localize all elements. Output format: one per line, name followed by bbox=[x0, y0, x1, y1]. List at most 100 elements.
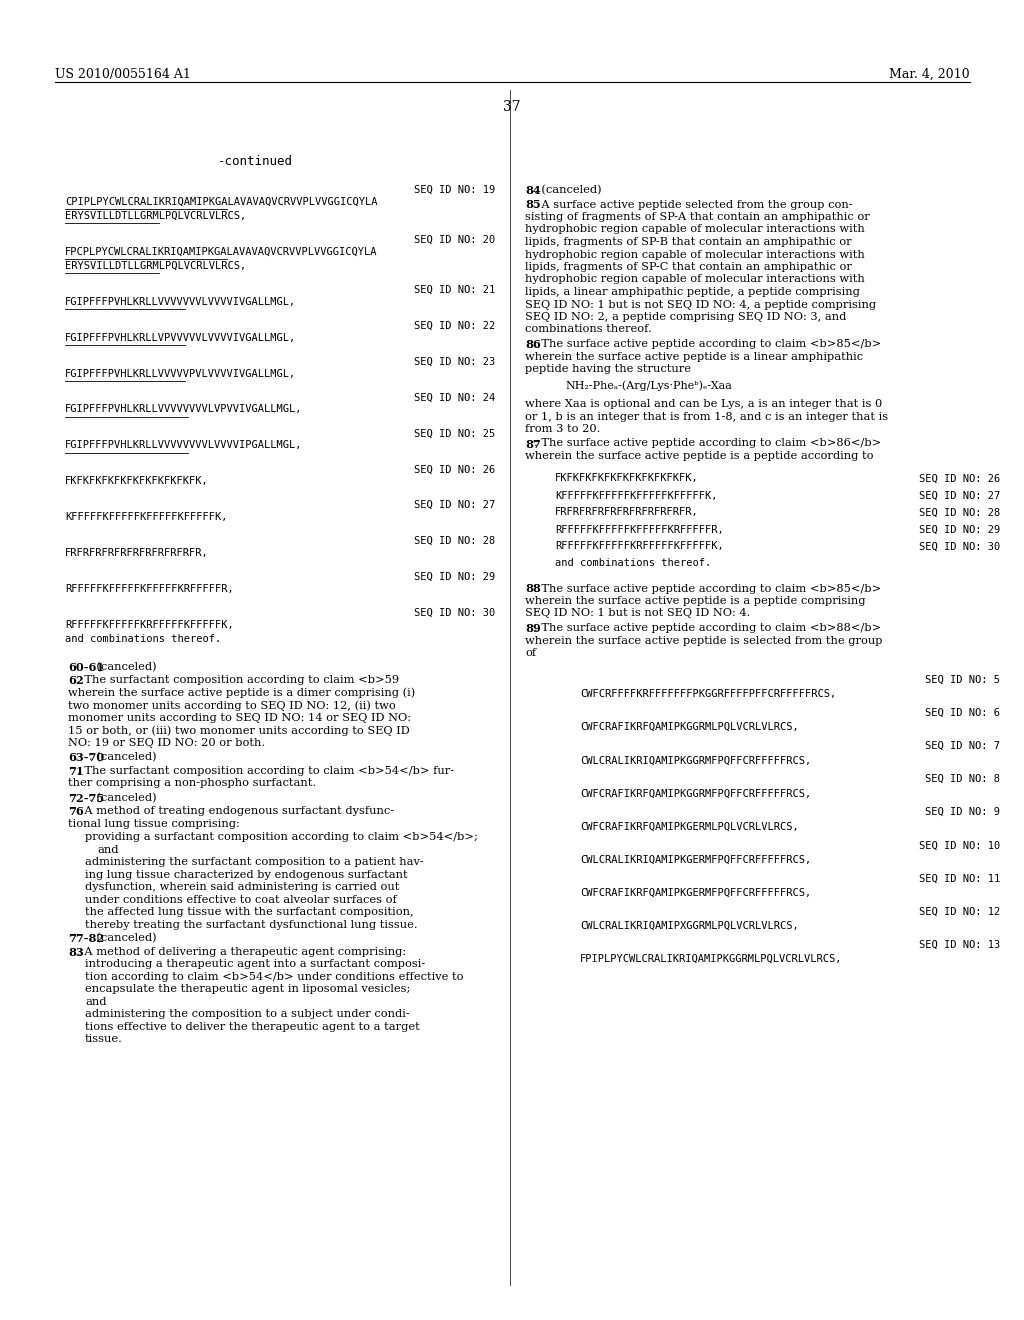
Text: 15 or both, or (iii) two monomer units according to SEQ ID: 15 or both, or (iii) two monomer units a… bbox=[68, 725, 410, 735]
Text: where Xaa is optional and can be Lys, a is an integer that is 0: where Xaa is optional and can be Lys, a … bbox=[525, 399, 883, 409]
Text: SEQ ID NO: 27: SEQ ID NO: 27 bbox=[919, 491, 1000, 500]
Text: 83: 83 bbox=[68, 946, 84, 958]
Text: RFFFFFKFFFFFKRFFFFFKFFFFFK,: RFFFFFKFFFFFKRFFFFFKFFFFFK, bbox=[65, 620, 233, 630]
Text: SEQ ID NO: 20: SEQ ID NO: 20 bbox=[414, 235, 495, 246]
Text: SEQ ID NO: 24: SEQ ID NO: 24 bbox=[414, 392, 495, 403]
Text: NO: 19 or SEQ ID NO: 20 or both.: NO: 19 or SEQ ID NO: 20 or both. bbox=[68, 738, 265, 748]
Text: . (canceled): . (canceled) bbox=[89, 933, 157, 944]
Text: FGIPFFFPVHLKRLLVVVVVVVVLVPVVIVGALLMGL,: FGIPFFFPVHLKRLLVVVVVVVVLVPVVIVGALLMGL, bbox=[65, 404, 302, 414]
Text: CPIPLPYCWLCRALIKRIQAMIPKGALAVAVAQVCRVVPLVVGGICQYLA: CPIPLPYCWLCRALIKRIQAMIPKGALAVAVAQVCRVVPL… bbox=[65, 197, 378, 207]
Text: ing lung tissue characterized by endogenous surfactant: ing lung tissue characterized by endogen… bbox=[85, 870, 408, 880]
Text: SEQ ID NO: 26: SEQ ID NO: 26 bbox=[414, 465, 495, 474]
Text: CWFCRAFIKRFQAMIPKGERMLPQLVCRLVLRCS,: CWFCRAFIKRFQAMIPKGERMLPQLVCRLVLRCS, bbox=[580, 821, 799, 832]
Text: 71: 71 bbox=[68, 766, 84, 776]
Text: lipids, a linear amphipathic peptide, a peptide comprising: lipids, a linear amphipathic peptide, a … bbox=[525, 286, 860, 297]
Text: FGIPFFFPVHLKRLLVVVVVVVLVVVVIVGALLMGL,: FGIPFFFPVHLKRLLVVVVVVVLVVVVIVGALLMGL, bbox=[65, 297, 296, 306]
Text: the affected lung tissue with the surfactant composition,: the affected lung tissue with the surfac… bbox=[85, 907, 414, 917]
Text: . (canceled): . (canceled) bbox=[89, 752, 157, 763]
Text: SEQ ID NO: 8: SEQ ID NO: 8 bbox=[925, 774, 1000, 784]
Text: . (canceled): . (canceled) bbox=[89, 661, 157, 672]
Text: tissue.: tissue. bbox=[85, 1035, 123, 1044]
Text: 72-75: 72-75 bbox=[68, 793, 104, 804]
Text: CWFCRAFIKRFQAMIPKGGRMFPQFFCRFFFFFRCS,: CWFCRAFIKRFQAMIPKGGRMFPQFFCRFFFFFRCS, bbox=[580, 788, 811, 799]
Text: . The surface active peptide according to claim <b>88</b>: . The surface active peptide according t… bbox=[534, 623, 881, 634]
Text: tions effective to deliver the therapeutic agent to a target: tions effective to deliver the therapeut… bbox=[85, 1022, 420, 1032]
Text: . (canceled): . (canceled) bbox=[89, 793, 157, 803]
Text: SEQ ID NO: 28: SEQ ID NO: 28 bbox=[919, 507, 1000, 517]
Text: CWLCRALIKRIQAMIPKGGRMFPQFFCRFFFFFRCS,: CWLCRALIKRIQAMIPKGGRMFPQFFCRFFFFFRCS, bbox=[580, 755, 811, 766]
Text: 63-70: 63-70 bbox=[68, 752, 104, 763]
Text: RFFFFFKFFFFFKFFFFFKRFFFFFR,: RFFFFFKFFFFFKFFFFFKRFFFFFR, bbox=[65, 583, 233, 594]
Text: lipids, fragments of SP-B that contain an amphipathic or: lipids, fragments of SP-B that contain a… bbox=[525, 238, 852, 247]
Text: 84: 84 bbox=[525, 185, 541, 195]
Text: FRFRFRFRFRFRFRFRFRFRFR,: FRFRFRFRFRFRFRFRFRFRFR, bbox=[555, 507, 698, 517]
Text: 85: 85 bbox=[525, 199, 541, 210]
Text: providing a surfactant composition according to claim <b>54</b>;: providing a surfactant composition accor… bbox=[85, 833, 478, 842]
Text: CWLCRALIKRIQAMIPXGGRMLPQLVCRLVLRCS,: CWLCRALIKRIQAMIPXGGRMLPQLVCRLVLRCS, bbox=[580, 921, 799, 931]
Text: 86: 86 bbox=[525, 339, 541, 350]
Text: wherein the surface active peptide is a peptide according to: wherein the surface active peptide is a … bbox=[525, 451, 873, 461]
Text: administering the composition to a subject under condi-: administering the composition to a subje… bbox=[85, 1010, 410, 1019]
Text: ERYSVILLDTLLGRMLPQLVCRLVLRCS,: ERYSVILLDTLLGRMLPQLVCRLVLRCS, bbox=[65, 261, 246, 271]
Text: 62: 62 bbox=[68, 676, 84, 686]
Text: ERYSVILLDTLLGRMLPQLVCRLVLRCS,: ERYSVILLDTLLGRMLPQLVCRLVLRCS, bbox=[65, 211, 246, 220]
Text: 60-61: 60-61 bbox=[68, 661, 104, 673]
Text: and combinations thereof.: and combinations thereof. bbox=[65, 634, 221, 644]
Text: SEQ ID NO: 30: SEQ ID NO: 30 bbox=[919, 541, 1000, 552]
Text: RFFFFFKFFFFFKFFFFFKRFFFFFR,: RFFFFFKFFFFFKFFFFFKRFFFFFR, bbox=[555, 524, 724, 535]
Text: 89: 89 bbox=[525, 623, 541, 634]
Text: wherein the surface active peptide is a linear amphipathic: wherein the surface active peptide is a … bbox=[525, 351, 863, 362]
Text: SEQ ID NO: 22: SEQ ID NO: 22 bbox=[414, 321, 495, 331]
Text: administering the surfactant composition to a patient hav-: administering the surfactant composition… bbox=[85, 857, 424, 867]
Text: tion according to claim <b>54</b> under conditions effective to: tion according to claim <b>54</b> under … bbox=[85, 972, 464, 982]
Text: hydrophobic region capable of molecular interactions with: hydrophobic region capable of molecular … bbox=[525, 275, 864, 285]
Text: tional lung tissue comprising:: tional lung tissue comprising: bbox=[68, 818, 240, 829]
Text: SEQ ID NO: 1 but is not SEQ ID NO: 4, a peptide comprising: SEQ ID NO: 1 but is not SEQ ID NO: 4, a … bbox=[525, 300, 877, 309]
Text: dysfunction, wherein said administering is carried out: dysfunction, wherein said administering … bbox=[85, 882, 399, 892]
Text: SEQ ID NO: 13: SEQ ID NO: 13 bbox=[919, 940, 1000, 949]
Text: SEQ ID NO: 10: SEQ ID NO: 10 bbox=[919, 841, 1000, 850]
Text: Mar. 4, 2010: Mar. 4, 2010 bbox=[890, 69, 970, 81]
Text: CWLCRALIKRIQAMIPKGERMFPQFFCRFFFFFRCS,: CWLCRALIKRIQAMIPKGERMFPQFFCRFFFFFRCS, bbox=[580, 855, 811, 865]
Text: thereby treating the surfactant dysfunctional lung tissue.: thereby treating the surfactant dysfunct… bbox=[85, 920, 418, 929]
Text: SEQ ID NO: 25: SEQ ID NO: 25 bbox=[414, 429, 495, 438]
Text: SEQ ID NO: 29: SEQ ID NO: 29 bbox=[414, 572, 495, 582]
Text: SEQ ID NO: 11: SEQ ID NO: 11 bbox=[919, 874, 1000, 883]
Text: SEQ ID NO: 5: SEQ ID NO: 5 bbox=[925, 675, 1000, 685]
Text: SEQ ID NO: 2, a peptide comprising SEQ ID NO: 3, and: SEQ ID NO: 2, a peptide comprising SEQ I… bbox=[525, 312, 847, 322]
Text: . The surface active peptide according to claim <b>85</b>: . The surface active peptide according t… bbox=[534, 339, 881, 348]
Text: SEQ ID NO: 1 but is not SEQ ID NO: 4.: SEQ ID NO: 1 but is not SEQ ID NO: 4. bbox=[525, 609, 751, 619]
Text: . A surface active peptide selected from the group con-: . A surface active peptide selected from… bbox=[534, 199, 852, 210]
Text: . (canceled): . (canceled) bbox=[534, 185, 601, 195]
Text: KFFFFFKFFFFFKFFFFFKFFFFFK,: KFFFFFKFFFFFKFFFFFKFFFFFK, bbox=[65, 512, 227, 523]
Text: . A method of delivering a therapeutic agent comprising:: . A method of delivering a therapeutic a… bbox=[77, 946, 406, 957]
Text: FGIPFFFPVHLKRLLVVVVVVVVLVVVVIPGALLMGL,: FGIPFFFPVHLKRLLVVVVVVVVLVVVVIPGALLMGL, bbox=[65, 441, 302, 450]
Text: ther comprising a non-phospho surfactant.: ther comprising a non-phospho surfactant… bbox=[68, 779, 316, 788]
Text: or 1, b is an integer that is from 1-8, and c is an integer that is: or 1, b is an integer that is from 1-8, … bbox=[525, 412, 888, 421]
Text: peptide having the structure: peptide having the structure bbox=[525, 364, 691, 374]
Text: 88: 88 bbox=[525, 583, 541, 594]
Text: wherein the surface active peptide is selected from the group: wherein the surface active peptide is se… bbox=[525, 635, 883, 645]
Text: FPCPLPYCWLCRALIKRIQAMIPKGALAVAVAQVCRVVPLVVGGICQYLA: FPCPLPYCWLCRALIKRIQAMIPKGALAVAVAQVCRVVPL… bbox=[65, 247, 378, 257]
Text: of: of bbox=[525, 648, 537, 657]
Text: . The surface active peptide according to claim <b>86</b>: . The surface active peptide according t… bbox=[534, 438, 881, 449]
Text: SEQ ID NO: 23: SEQ ID NO: 23 bbox=[414, 356, 495, 367]
Text: from 3 to 20.: from 3 to 20. bbox=[525, 424, 600, 434]
Text: FKFKFKFKFKFKFKFKFKFKFK,: FKFKFKFKFKFKFKFKFKFKFK, bbox=[555, 474, 698, 483]
Text: lipids, fragments of SP-C that contain an amphipathic or: lipids, fragments of SP-C that contain a… bbox=[525, 261, 852, 272]
Text: . The surfactant composition according to claim <b>59: . The surfactant composition according t… bbox=[77, 676, 398, 685]
Text: SEQ ID NO: 30: SEQ ID NO: 30 bbox=[414, 609, 495, 618]
Text: and: and bbox=[97, 845, 119, 855]
Text: FPIPLPYCWLCRALIKRIQAMIPKGGRMLPQLVCRLVLRCS,: FPIPLPYCWLCRALIKRIQAMIPKGGRMLPQLVCRLVLRC… bbox=[580, 954, 843, 964]
Text: -continued: -continued bbox=[217, 154, 293, 168]
Text: SEQ ID NO: 12: SEQ ID NO: 12 bbox=[919, 907, 1000, 916]
Text: . A method of treating endogenous surfactant dysfunc-: . A method of treating endogenous surfac… bbox=[77, 807, 393, 816]
Text: SEQ ID NO: 19: SEQ ID NO: 19 bbox=[414, 185, 495, 195]
Text: SEQ ID NO: 9: SEQ ID NO: 9 bbox=[925, 807, 1000, 817]
Text: monomer units according to SEQ ID NO: 14 or SEQ ID NO:: monomer units according to SEQ ID NO: 14… bbox=[68, 713, 411, 723]
Text: . The surfactant composition according to claim <b>54</b> fur-: . The surfactant composition according t… bbox=[77, 766, 454, 776]
Text: 87: 87 bbox=[525, 438, 541, 450]
Text: wherein the surface active peptide is a peptide comprising: wherein the surface active peptide is a … bbox=[525, 597, 865, 606]
Text: SEQ ID NO: 27: SEQ ID NO: 27 bbox=[414, 500, 495, 511]
Text: encapsulate the therapeutic agent in liposomal vesicles;: encapsulate the therapeutic agent in lip… bbox=[85, 985, 411, 994]
